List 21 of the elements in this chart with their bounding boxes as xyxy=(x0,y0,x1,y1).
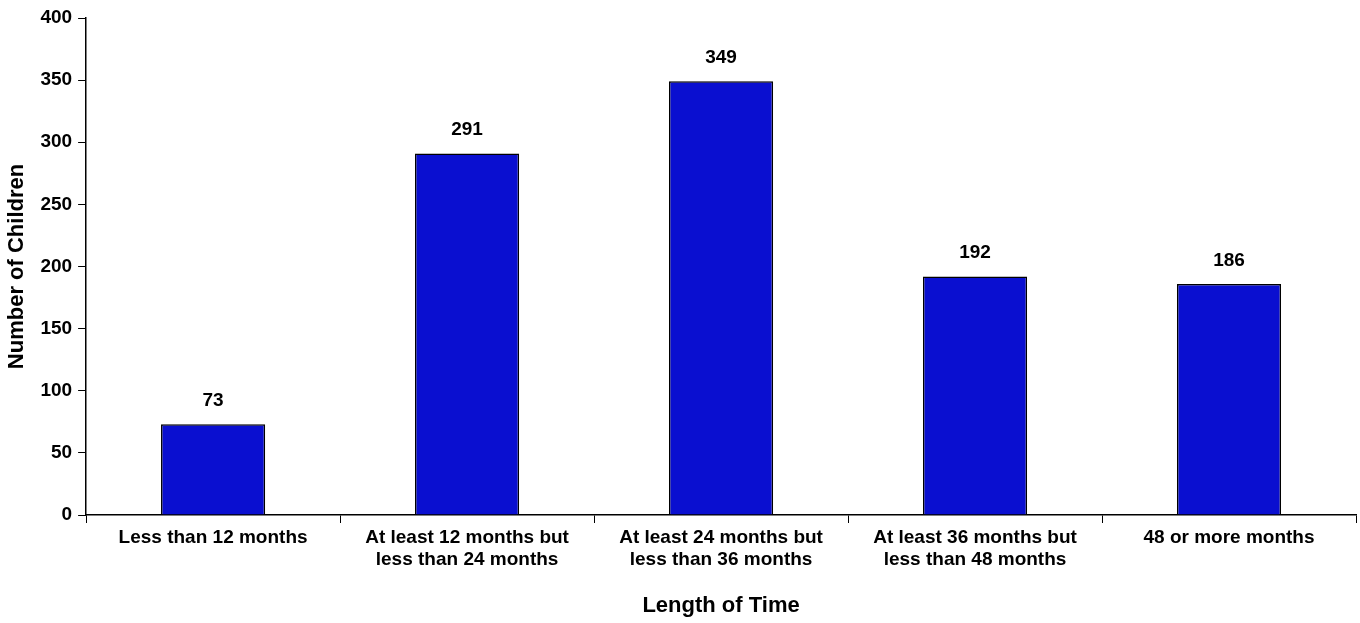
x-tick-label: 48 or more months xyxy=(1143,525,1315,547)
data-label: 192 xyxy=(959,241,991,263)
x-tick-label: At least 12 months but less than 24 months xyxy=(365,525,570,570)
y-tick-label: 200 xyxy=(40,254,73,276)
data-label: 73 xyxy=(202,389,224,411)
x-tick-label: Less than 12 months xyxy=(118,525,308,547)
data-label: 291 xyxy=(451,118,484,140)
data-label: 186 xyxy=(1213,248,1245,270)
y-tick-label: 100 xyxy=(40,378,73,400)
y-axis-title: Number of Children xyxy=(3,163,29,370)
y-tick-label: 250 xyxy=(40,192,73,214)
y-tick-label: 0 xyxy=(61,503,73,525)
y-tick-label: 150 xyxy=(40,316,73,338)
y-tick-label: 50 xyxy=(50,441,73,463)
y-tick-label: 300 xyxy=(40,130,73,152)
y-tick-label: 350 xyxy=(40,68,73,90)
data-label: 349 xyxy=(705,46,737,68)
x-tick-label: At least 24 months but less than 36 months xyxy=(619,525,824,570)
x-axis-title: Length of Time xyxy=(642,591,800,617)
y-tick-label: 400 xyxy=(40,6,73,28)
x-tick-label: At least 36 months but less than 48 months xyxy=(873,525,1078,570)
